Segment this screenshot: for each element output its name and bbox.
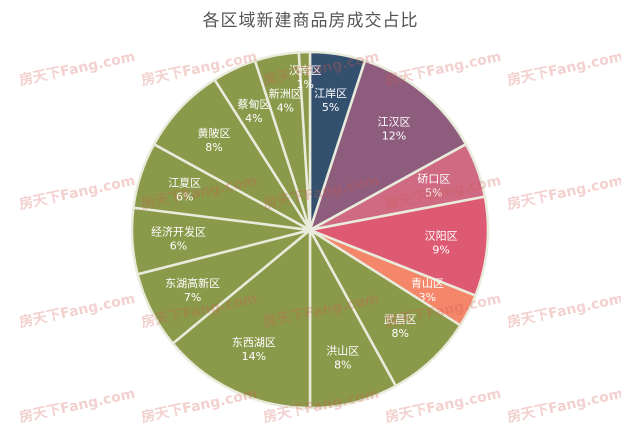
pie-slice-6[interactable] — [308, 229, 398, 410]
slice-value-9: 6% — [170, 239, 187, 252]
pie-chart: 江岸区5%江汉区12%硚口区5%汉阳区9%青山区3%武昌区8%洪山区8%东西湖区… — [130, 50, 490, 410]
slice-value-1: 12% — [382, 130, 406, 143]
slice-label-6: 洪山区 — [326, 344, 359, 358]
slice-value-12: 4% — [245, 112, 262, 125]
slice-value-13: 4% — [277, 102, 294, 115]
slice-value-14: 1% — [296, 78, 313, 91]
slice-value-10: 6% — [176, 190, 193, 203]
slice-value-5: 8% — [391, 327, 408, 340]
pie-slice-1[interactable] — [307, 59, 468, 233]
slice-label-11: 黄陂区 — [198, 126, 231, 140]
slice-value-0: 5% — [322, 101, 339, 114]
slice-label-2: 硚口区 — [417, 172, 450, 185]
slice-value-8: 7% — [184, 291, 201, 304]
slice-label-1: 江汉区 — [378, 116, 411, 129]
chart-title: 各区域新建商品房成交占比 — [202, 11, 419, 31]
pie-slice-7[interactable] — [171, 227, 312, 410]
slice-label-9: 经济开发区 — [151, 224, 206, 238]
slice-label-14: 汉南区 — [289, 64, 322, 77]
slice-label-5: 武昌区 — [384, 313, 417, 326]
slice-label-3: 汉阳区 — [425, 229, 458, 242]
slice-value-3: 9% — [432, 243, 449, 256]
slice-label-8: 东湖高新区 — [165, 276, 220, 290]
slice-value-2: 5% — [425, 186, 442, 199]
slice-label-0: 江岸区 — [314, 87, 347, 100]
pie-slice-5[interactable] — [308, 228, 463, 388]
pie-slice-11[interactable] — [152, 77, 312, 232]
slice-value-11: 8% — [205, 141, 222, 154]
slice-label-10: 江夏区 — [168, 176, 201, 189]
slice-value-7: 14% — [242, 350, 266, 363]
slice-value-6: 8% — [334, 359, 351, 372]
slice-label-4: 青山区 — [411, 277, 444, 290]
pie-slice-14[interactable] — [297, 50, 312, 231]
slice-label-12: 蔡甸区 — [237, 98, 270, 111]
slice-label-13: 新洲区 — [269, 87, 302, 101]
pie-slice-3[interactable] — [305, 195, 490, 298]
slice-label-7: 东西湖区 — [232, 336, 276, 349]
